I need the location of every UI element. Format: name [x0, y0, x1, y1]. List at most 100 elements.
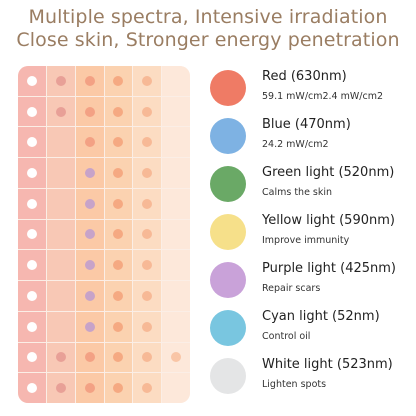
led-cell [75, 66, 104, 96]
led-cell [162, 311, 190, 342]
led-cell [46, 66, 75, 96]
led-dot [142, 260, 153, 271]
led-cell [75, 311, 104, 342]
led-cell [18, 342, 46, 373]
led-cell [104, 66, 133, 96]
led-cell [104, 127, 133, 158]
led-dot [84, 229, 95, 240]
led-cell [133, 158, 162, 188]
led-cell [46, 96, 75, 127]
led-cell [18, 188, 46, 219]
legend-item: Yellow light (590nm) Improve immunity [210, 210, 410, 256]
led-dot [113, 260, 124, 271]
led-dot [26, 137, 37, 148]
led-cell [75, 250, 104, 281]
legend-item-name: Blue (470nm) [262, 117, 351, 132]
led-cell [133, 219, 162, 250]
led-cell [75, 188, 104, 219]
led-cell [133, 127, 162, 158]
led-dot [26, 260, 37, 271]
led-dot [84, 352, 95, 363]
led-dot [55, 106, 66, 117]
led-cell [162, 373, 190, 403]
led-dot [113, 168, 124, 179]
legend-item: Cyan light (52nm) Control oil [210, 306, 410, 352]
legend-item-description: Control oil [262, 331, 311, 342]
led-cell [104, 96, 133, 127]
led-cell [75, 281, 104, 311]
led-dot [113, 75, 124, 86]
led-dot [113, 352, 124, 363]
led-dot [142, 229, 153, 240]
led-cell [46, 188, 75, 219]
led-panel-illustration [18, 66, 190, 403]
led-cell [18, 158, 46, 188]
led-cell [162, 127, 190, 158]
color-swatch [210, 214, 246, 250]
led-cell [18, 250, 46, 281]
led-cell [18, 219, 46, 250]
led-cell [46, 342, 75, 373]
led-cell [75, 158, 104, 188]
led-dot [84, 75, 95, 86]
led-cell [75, 373, 104, 403]
led-dot [55, 75, 66, 86]
led-dot [26, 321, 37, 332]
led-cell [133, 342, 162, 373]
led-dot [142, 352, 153, 363]
led-cell [75, 342, 104, 373]
led-cell [46, 158, 75, 188]
legend-item-description: Lighten spots [262, 379, 327, 390]
led-dot [84, 198, 95, 209]
legend-item: White light (523nm) Lighten spots [210, 354, 410, 400]
led-cell [162, 96, 190, 127]
color-swatch [210, 358, 246, 394]
led-cell [104, 250, 133, 281]
led-cell [46, 127, 75, 158]
color-swatch [210, 310, 246, 346]
led-dot [84, 260, 95, 271]
led-dot [142, 75, 153, 86]
legend-item: Red (630nm) 59.1 mW/cm2.4 mW/cm2 [210, 66, 410, 112]
legend-item-name: Green light (520nm) [262, 165, 395, 180]
led-cell [18, 373, 46, 403]
legend-item-description: 24.2 mW/cm2 [262, 139, 329, 150]
led-dot [26, 290, 37, 301]
led-dot [142, 106, 153, 117]
led-cell [46, 311, 75, 342]
led-cell [46, 219, 75, 250]
led-dot [26, 352, 37, 363]
led-dot [113, 383, 124, 394]
legend-item-name: Cyan light (52nm) [262, 309, 380, 324]
led-cell [133, 281, 162, 311]
led-cell [18, 66, 46, 96]
led-dot [26, 229, 37, 240]
headline-line-1: Multiple spectra, Intensive irradiation [28, 6, 388, 28]
legend-item-name: Yellow light (590nm) [262, 213, 395, 228]
legend-item-name: Red (630nm) [262, 69, 347, 84]
led-cell [162, 219, 190, 250]
led-dot [84, 106, 95, 117]
led-cell [18, 96, 46, 127]
legend-item: Blue (470nm) 24.2 mW/cm2 [210, 114, 410, 160]
led-cell [104, 373, 133, 403]
led-dot [26, 198, 37, 209]
led-dot [84, 290, 95, 301]
led-dot [26, 75, 37, 86]
led-dot [26, 106, 37, 117]
led-dot [26, 168, 37, 179]
led-dot [142, 321, 153, 332]
led-cell [104, 281, 133, 311]
led-dot [142, 383, 153, 394]
legend-item-description: 59.1 mW/cm2.4 mW/cm2 [262, 91, 383, 102]
led-cell [162, 66, 190, 96]
led-dot [171, 352, 182, 363]
color-swatch [210, 262, 246, 298]
legend-item-description: Repair scars [262, 283, 321, 294]
led-dot [26, 383, 37, 394]
led-dot [84, 168, 95, 179]
led-cell [18, 281, 46, 311]
led-dot [55, 383, 66, 394]
led-cell [133, 311, 162, 342]
led-cell [104, 158, 133, 188]
